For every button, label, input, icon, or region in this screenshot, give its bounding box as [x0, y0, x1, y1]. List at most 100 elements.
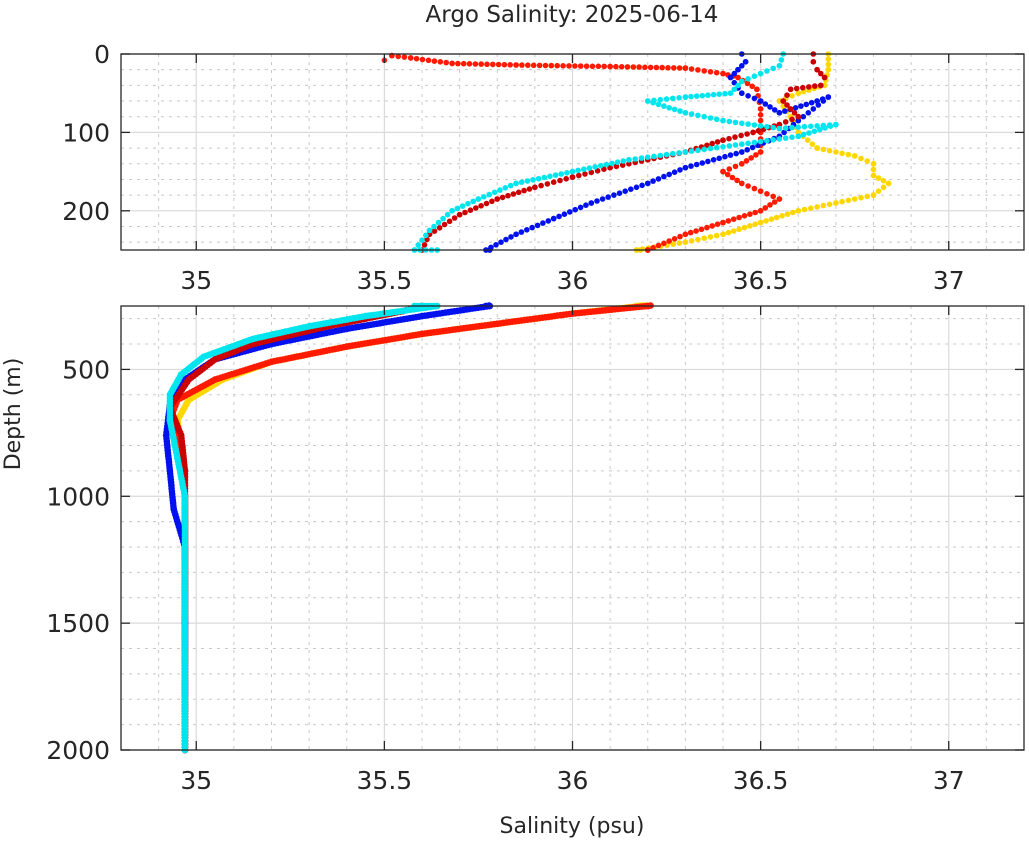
data-point — [449, 60, 455, 67]
data-point — [825, 66, 832, 73]
data-point — [812, 83, 818, 89]
data-point — [707, 115, 714, 121]
data-point — [784, 102, 790, 108]
data-point — [753, 152, 759, 158]
data-point — [757, 123, 764, 129]
data-point — [747, 223, 753, 229]
data-point — [605, 194, 611, 200]
data-point — [502, 185, 509, 191]
data-point — [642, 64, 648, 71]
data-point — [789, 134, 795, 140]
data-point — [726, 135, 732, 142]
data-point — [554, 62, 560, 69]
data-point — [858, 194, 864, 201]
data-point — [782, 108, 788, 114]
data-point — [735, 66, 741, 73]
data-point — [682, 164, 689, 171]
data-point — [814, 204, 820, 210]
data-point — [762, 101, 769, 107]
data-point — [811, 128, 818, 135]
data-point — [757, 219, 764, 226]
data-point — [800, 131, 807, 138]
data-point — [636, 64, 642, 70]
data-point — [720, 70, 726, 77]
data-point — [787, 106, 794, 112]
data-point — [720, 117, 726, 124]
data-point — [734, 177, 740, 184]
data-point — [782, 135, 789, 141]
data-point — [671, 169, 678, 175]
data-point — [688, 148, 695, 154]
data-point — [498, 239, 504, 245]
data-point — [550, 215, 557, 222]
data-point — [818, 82, 824, 89]
data-point — [563, 176, 569, 182]
data-point — [720, 231, 726, 238]
data-point — [752, 209, 758, 216]
data-point — [472, 61, 479, 67]
data-point — [451, 215, 458, 221]
data-point — [751, 139, 758, 146]
data-point — [695, 147, 701, 154]
data-point — [815, 102, 822, 108]
data-point — [745, 93, 751, 99]
data-point — [619, 162, 626, 168]
data-point — [770, 193, 776, 200]
data-point — [547, 173, 553, 180]
data-point — [698, 226, 705, 233]
data-point — [613, 163, 620, 170]
data-point — [757, 112, 764, 118]
data-point — [475, 196, 482, 202]
data-point — [784, 211, 791, 217]
data-point — [633, 184, 640, 191]
data-point — [731, 70, 738, 77]
data-point — [560, 63, 566, 69]
data-point — [507, 62, 513, 68]
data-point — [764, 123, 770, 130]
data-point — [489, 198, 495, 205]
data-point — [764, 191, 770, 197]
data-point — [705, 92, 711, 98]
data-point — [710, 91, 717, 98]
data-point — [739, 149, 745, 155]
data-point — [739, 120, 745, 127]
data-point — [767, 104, 773, 110]
data-point — [739, 78, 745, 85]
data-point — [599, 196, 606, 202]
data-point — [542, 62, 549, 69]
y-tick-label: 500 — [62, 355, 110, 384]
data-point — [583, 202, 589, 208]
data-point — [695, 112, 701, 119]
data-point — [677, 167, 683, 173]
data-point — [730, 216, 737, 222]
data-point — [784, 92, 790, 98]
x-tick-label: 35 — [180, 266, 212, 295]
data-point — [494, 196, 501, 202]
y-tick-label: 0 — [94, 40, 110, 69]
data-point — [540, 220, 546, 226]
x-tick-label: 37 — [933, 766, 965, 795]
data-point — [776, 125, 783, 132]
data-point — [732, 134, 738, 140]
data-point — [616, 190, 623, 196]
data-point — [466, 61, 473, 67]
data-point — [455, 60, 461, 67]
data-point — [744, 131, 750, 137]
data-point — [814, 145, 820, 151]
data-point — [688, 238, 695, 244]
data-point — [839, 198, 845, 205]
data-point — [513, 62, 519, 68]
data-point — [666, 238, 672, 244]
profile-cyan-series — [411, 51, 839, 253]
upper-panel: 35 35.5 36 36.5 37 0 100 200 — [62, 40, 1025, 295]
data-point — [771, 107, 778, 113]
data-point — [486, 191, 493, 198]
data-point — [444, 211, 451, 218]
data-point — [693, 161, 700, 168]
data-point — [806, 130, 812, 136]
data-point — [548, 62, 555, 69]
data-point — [833, 200, 839, 206]
data-point — [776, 110, 783, 116]
data-point — [588, 169, 595, 176]
data-point — [885, 180, 892, 187]
